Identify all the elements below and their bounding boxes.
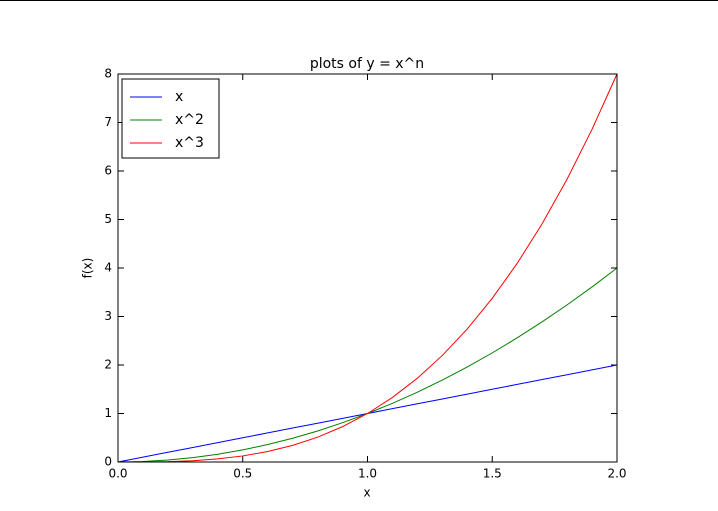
x-tick-label: 0.5: [233, 467, 252, 481]
legend-box: [121, 78, 220, 159]
y-tick-label: 2: [104, 358, 112, 372]
y-tick-label: 4: [104, 261, 112, 275]
y-tick-label: 6: [104, 164, 112, 178]
plot-frame: [117, 73, 618, 463]
x-tick-label: 0.0: [108, 467, 127, 481]
legend-label: x^3: [175, 135, 204, 151]
x-tick-label: 1.5: [483, 467, 502, 481]
series-line: [117, 73, 618, 463]
x-axis-label: x: [363, 486, 370, 500]
x-tick-label: 1.0: [358, 467, 377, 481]
y-axis-label: f(x): [81, 258, 95, 279]
y-tick-label: 1: [104, 406, 112, 420]
y-tick-label: 8: [104, 67, 112, 81]
series-line: [117, 267, 618, 463]
x-tick-label: 2.0: [607, 467, 626, 481]
chart-title: plots of y = x^n: [310, 56, 424, 72]
legend-label: x^2: [175, 112, 204, 128]
y-tick-label: 0: [104, 455, 112, 469]
y-tick-label: 5: [104, 212, 112, 226]
y-tick-label: 7: [104, 115, 112, 129]
legend-label: x: [175, 89, 183, 105]
y-tick-label: 3: [104, 309, 112, 323]
